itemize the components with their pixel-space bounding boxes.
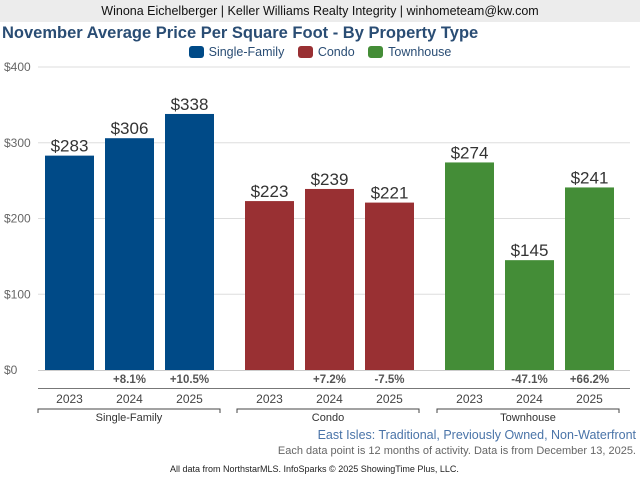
x-tick-label: 2023 <box>456 392 483 406</box>
value-label-bg <box>110 119 149 137</box>
bar-townhouse-2023 <box>445 162 494 370</box>
value-label-bg <box>250 182 289 200</box>
legend-item-single-family[interactable]: Single-Family <box>188 45 285 59</box>
area-filter-note: East Isles: Traditional, Previously Owne… <box>317 428 636 442</box>
value-label-bg <box>170 94 209 112</box>
group-bracket <box>436 408 620 413</box>
x-tick-label: 2025 <box>176 392 203 406</box>
value-label: $223 <box>251 182 289 201</box>
y-tick-label: $300 <box>4 136 31 150</box>
group-label: Single-Family <box>96 412 163 424</box>
x-tick-label: 2024 <box>316 392 343 406</box>
legend-item-townhouse[interactable]: Townhouse <box>368 45 451 59</box>
data-credit: All data from NorthstarMLS. InfoSparks ©… <box>170 464 459 474</box>
x-tick-label: 2023 <box>256 392 283 406</box>
pct-change-label: +66.2% <box>570 374 609 386</box>
x-tick-label: 2025 <box>576 392 603 406</box>
pct-change-label: -47.1% <box>511 374 547 386</box>
pct-change-label: +8.1% <box>113 374 146 386</box>
x-tick-label: 2024 <box>516 392 543 406</box>
bar-condo-2023 <box>245 201 294 370</box>
value-label: $145 <box>511 241 549 260</box>
bar-townhouse-2024 <box>505 260 554 370</box>
bar-single-family-2024 <box>105 138 154 370</box>
chart-title: November Average Price Per Square Foot -… <box>2 24 479 42</box>
x-tick-label: 2024 <box>116 392 143 406</box>
group-bracket <box>236 408 420 413</box>
agent-info-text: Winona Eichelberger | Keller Williams Re… <box>101 4 539 18</box>
value-label: $221 <box>371 184 409 203</box>
value-label: $283 <box>51 137 89 156</box>
value-label: $241 <box>571 168 609 187</box>
legend-label-condo: Condo <box>317 45 355 59</box>
pct-change-label: +10.5% <box>170 374 209 386</box>
data-period-note: Each data point is 12 months of activity… <box>277 445 636 457</box>
value-label-bg <box>450 143 489 161</box>
y-tick-label: $200 <box>4 212 31 226</box>
value-label-bg <box>370 183 409 201</box>
bars <box>45 113 614 370</box>
value-label-bg <box>510 241 549 259</box>
value-label: $306 <box>111 119 149 138</box>
legend-label-single-family: Single-Family <box>208 45 285 59</box>
value-label-bg <box>570 168 609 186</box>
value-label-bg <box>50 136 89 154</box>
bar-single-family-2023 <box>45 155 94 370</box>
y-tick-label: $100 <box>4 287 31 301</box>
legend-item-condo[interactable]: Condo <box>297 45 355 59</box>
chart-legend: Single-Family Condo Townhouse <box>0 45 640 61</box>
legend-swatch-condo <box>297 46 313 58</box>
bar-townhouse-2025 <box>565 187 614 370</box>
legend-swatch-single-family <box>188 46 204 58</box>
group-bracket <box>37 408 221 413</box>
group-label: Condo <box>312 412 344 424</box>
group-label: Townhouse <box>500 412 556 424</box>
value-labels: $283 $306 $338 $223 $239 $221 $274 $145 $241 <box>50 94 609 260</box>
bar-condo-2025 <box>365 202 414 370</box>
bar-condo-2024 <box>305 188 354 370</box>
bar-single-family-2025 <box>165 113 214 370</box>
legend-swatch-townhouse <box>368 46 384 58</box>
y-tick-label: $400 <box>4 60 31 74</box>
y-axis-ticks: $0 $100 $200 $300 $400 <box>4 60 31 377</box>
x-tick-label: 2025 <box>376 392 403 406</box>
pct-change-label: +7.2% <box>313 374 346 386</box>
x-axis: 2023 +8.1% 2024 +10.5% 2025 Single-Family 2023… <box>37 370 630 424</box>
y-tick-label: $0 <box>4 363 18 377</box>
agent-header-bar: Winona Eichelberger | Keller Williams Re… <box>0 0 640 22</box>
legend-label-townhouse: Townhouse <box>388 45 452 59</box>
value-label: $239 <box>311 170 349 189</box>
pct-change-label: -7.5% <box>374 374 404 386</box>
value-label: $274 <box>451 143 489 162</box>
value-label-bg <box>310 169 349 187</box>
value-label: $338 <box>171 95 209 114</box>
x-tick-label: 2023 <box>56 392 83 406</box>
